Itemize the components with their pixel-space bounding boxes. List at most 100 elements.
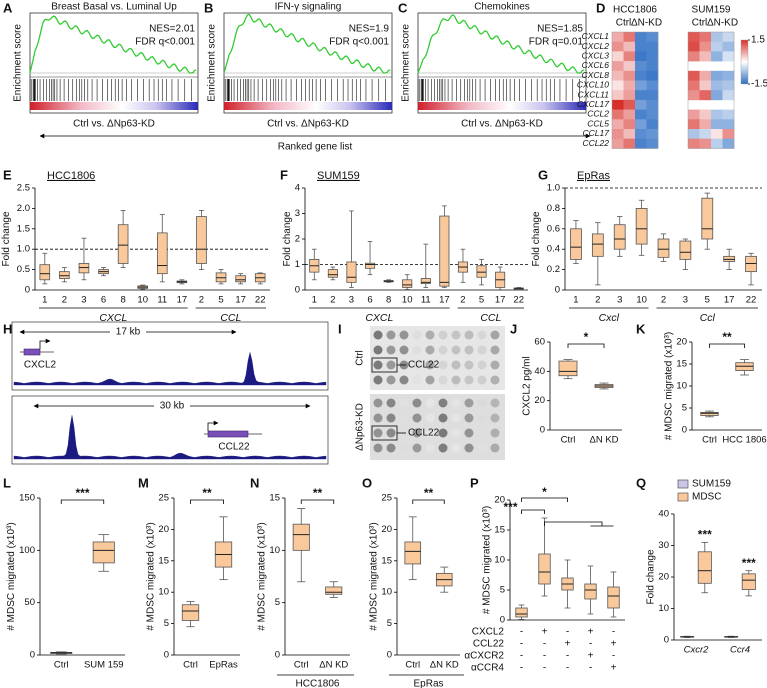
blot-spot bbox=[373, 330, 383, 340]
box bbox=[584, 583, 597, 600]
heat-cell bbox=[711, 70, 723, 81]
y-tick-label: 10 bbox=[494, 555, 505, 566]
spot-label: CCL22 bbox=[408, 360, 440, 371]
row-label: ΔNp63-KD bbox=[355, 403, 366, 451]
box bbox=[325, 586, 343, 595]
condition-sign: + bbox=[588, 651, 594, 662]
group-label: HCC1806 bbox=[613, 5, 657, 16]
condition-label: CXCL2 bbox=[472, 627, 505, 638]
blot-spot bbox=[412, 345, 422, 355]
heat-cell bbox=[623, 129, 636, 139]
heat-cell bbox=[646, 61, 659, 72]
group-label: CXCL bbox=[99, 312, 127, 324]
panel-letter: B bbox=[204, 0, 213, 15]
box bbox=[196, 216, 207, 264]
x-tick-label: SUM 159 bbox=[84, 660, 124, 671]
chart-title: SUM159 bbox=[317, 170, 360, 182]
heat-cell bbox=[688, 109, 700, 120]
box bbox=[635, 207, 648, 245]
group-label: Cxcl bbox=[599, 312, 620, 324]
y-tick-label: 5 bbox=[164, 618, 169, 629]
row-label: CXCL11 bbox=[578, 89, 610, 99]
row-label: CXCL3 bbox=[582, 51, 610, 61]
blot-spot bbox=[438, 345, 448, 355]
blot-spot bbox=[399, 413, 409, 423]
blot-spot bbox=[477, 413, 487, 423]
y-tick-label: 40 bbox=[534, 366, 545, 377]
y-axis-label: Fold change bbox=[282, 211, 293, 266]
blot-spot bbox=[386, 360, 396, 370]
chart-title: Chemokines bbox=[474, 2, 530, 13]
x-tick-label: 3 bbox=[617, 295, 622, 306]
x-tick-label: 11 bbox=[421, 295, 431, 306]
heat-cell bbox=[688, 41, 700, 52]
x-tick-label: 17 bbox=[177, 295, 188, 306]
panel-letter: F bbox=[280, 167, 288, 182]
signal-track bbox=[13, 352, 327, 386]
y-tick-label: 20 bbox=[158, 524, 169, 535]
blot-spot bbox=[464, 345, 474, 355]
heat-cell bbox=[635, 138, 647, 149]
blot-spot bbox=[490, 428, 500, 438]
blot-spot bbox=[425, 375, 435, 385]
blot-spot bbox=[399, 443, 409, 453]
blot-spot bbox=[412, 360, 422, 370]
y-tick-label: 10 bbox=[269, 545, 280, 556]
box bbox=[156, 232, 168, 275]
condition-sign: + bbox=[611, 639, 617, 650]
group-label: HCC1806 bbox=[296, 679, 340, 688]
heat-cell bbox=[623, 70, 636, 81]
x-tick-label: 1 bbox=[312, 295, 317, 306]
y-tick-label: 0.4 bbox=[547, 244, 560, 255]
blot-spot bbox=[386, 375, 396, 385]
heat-cell bbox=[635, 61, 647, 72]
x-tick-label: 10 bbox=[402, 295, 413, 306]
x-tick-label: 3 bbox=[683, 295, 688, 306]
heat-cell bbox=[699, 32, 712, 42]
heat-cell bbox=[612, 129, 624, 139]
box bbox=[78, 263, 90, 274]
box bbox=[723, 255, 736, 262]
y-tick-label: 4 bbox=[295, 183, 300, 194]
x-tick-label: 3 bbox=[81, 295, 86, 306]
y-axis-label: CXCL2 pg/ml bbox=[522, 356, 533, 415]
panel-letter: C bbox=[398, 0, 408, 15]
heat-cell bbox=[646, 138, 659, 149]
heat-cell bbox=[699, 119, 712, 130]
blot-spot bbox=[451, 443, 461, 453]
heat-cell bbox=[635, 119, 647, 130]
x-axis-label: Ctrl vs. ΔNp63-KD bbox=[73, 119, 155, 130]
x-tick-label: 3 bbox=[349, 295, 354, 306]
heat-cell bbox=[711, 119, 723, 130]
y-tick-label: 0 bbox=[664, 635, 669, 646]
heat-cell bbox=[635, 109, 647, 120]
blot-spot bbox=[425, 398, 435, 408]
heat-cell bbox=[623, 99, 636, 110]
heat-cell bbox=[722, 138, 735, 149]
y-axis-label: Enrichment score bbox=[401, 24, 412, 102]
x-tick-label: 5 bbox=[705, 295, 710, 306]
annotation: FDR q=0.01 bbox=[529, 37, 584, 48]
blot-spot bbox=[373, 360, 383, 370]
y-axis-label: # MDSC migrated (x10³) bbox=[664, 332, 675, 440]
y-tick-label: 2.5 bbox=[17, 183, 30, 194]
enrichment-curve bbox=[223, 13, 391, 74]
significance-bracket bbox=[521, 509, 545, 514]
blot-spot bbox=[425, 443, 435, 453]
heat-cell bbox=[646, 51, 659, 62]
scale-label-bg bbox=[110, 326, 146, 338]
blot-spot bbox=[399, 345, 409, 355]
y-tick-label: 1.0 bbox=[547, 183, 560, 194]
y-tick-label: 20 bbox=[494, 495, 505, 506]
condition-sign: - bbox=[520, 651, 523, 662]
y-tick-label: 1.5 bbox=[17, 223, 30, 234]
condition-sign: - bbox=[520, 663, 523, 674]
heat-cell bbox=[722, 90, 735, 101]
y-tick-label: 10 bbox=[658, 603, 669, 614]
row-label: CXCL10 bbox=[577, 80, 609, 90]
x-tick-label: 22 bbox=[255, 295, 266, 306]
box bbox=[181, 604, 200, 621]
y-tick-label: 0 bbox=[164, 650, 169, 661]
y-tick-label: 0 bbox=[387, 650, 392, 661]
y-tick-label: 10 bbox=[381, 587, 392, 598]
